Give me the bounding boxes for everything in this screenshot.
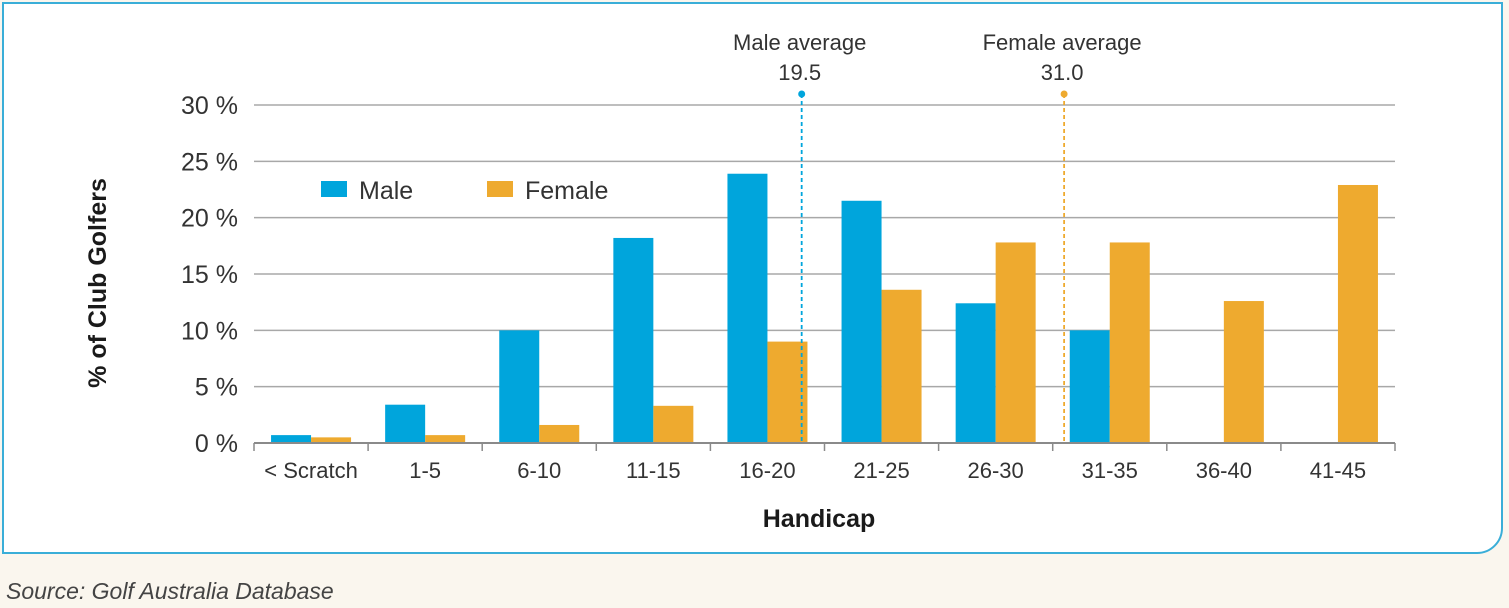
average-title: Female average [983,30,1142,55]
y-tick-label: 0 % [195,430,238,458]
x-tick-label: 6-10 [517,458,561,483]
bar-female [425,435,466,443]
y-tick-label: 20 % [181,205,238,233]
legend: Male Female [321,177,608,205]
bar-male [613,237,654,443]
y-axis-ticks: 0 % 5 % 10 % 15 % 20 % 25 % 30 % [181,92,238,458]
source-note: Source: Golf Australia Database [6,578,334,604]
x-tick-label: 26-30 [968,458,1024,483]
y-axis-label: % of Club Golfers [84,178,112,388]
legend-label-male: Male [359,177,413,205]
bar-female [995,242,1036,443]
average-title: Male average [733,30,866,55]
x-axis-ticks: < Scratch 1-5 6-10 11-15 16-20 21-25 26-30 31-3… [264,458,1366,483]
x-tick-label: 1-5 [409,458,441,483]
y-tick-label: 15 % [181,261,238,289]
bar-chart: 0 % 5 % 10 % 15 % 20 % 25 % 30 % < Scratch 1-5 6… [84,30,1396,533]
bar-female [1337,184,1378,443]
bar-male [499,330,540,443]
y-tick-label: 10 % [181,317,238,345]
bar-female [539,424,580,443]
bar-female [1109,242,1150,443]
x-tick-label: 31-35 [1082,458,1138,483]
bar-female [1223,301,1264,443]
average-value: 31.0 [1041,60,1084,85]
x-tick-label: 41-45 [1310,458,1366,483]
bar-male [385,404,426,443]
y-tick-label: 25 % [181,148,238,176]
x-tick-label: 21-25 [853,458,909,483]
bar-male [727,173,768,443]
x-tick-label: 16-20 [739,458,795,483]
average-markers: Male average 19.5 Female average 31.0 [733,30,1142,443]
legend-swatch-male [321,181,347,197]
average-dot [798,90,806,98]
legend-swatch-female [487,181,513,197]
bar-male [271,435,312,443]
bar-male [955,303,996,443]
bar-female [653,405,694,443]
y-tick-label: 5 % [195,374,238,402]
x-axis [253,442,1396,451]
legend-label-female: Female [525,177,608,205]
average-dot [1060,90,1068,98]
x-tick-label: 36-40 [1196,458,1252,483]
x-axis-label: Handicap [763,505,876,533]
bar-female [311,437,352,443]
bar-female [881,289,922,443]
x-tick-label: < Scratch [264,458,358,483]
bar-male [1069,330,1110,443]
average-value: 19.5 [778,60,821,85]
bar-male [841,200,882,443]
x-tick-label: 11-15 [626,458,681,483]
bars [271,173,1378,443]
y-tick-label: 30 % [181,92,238,120]
